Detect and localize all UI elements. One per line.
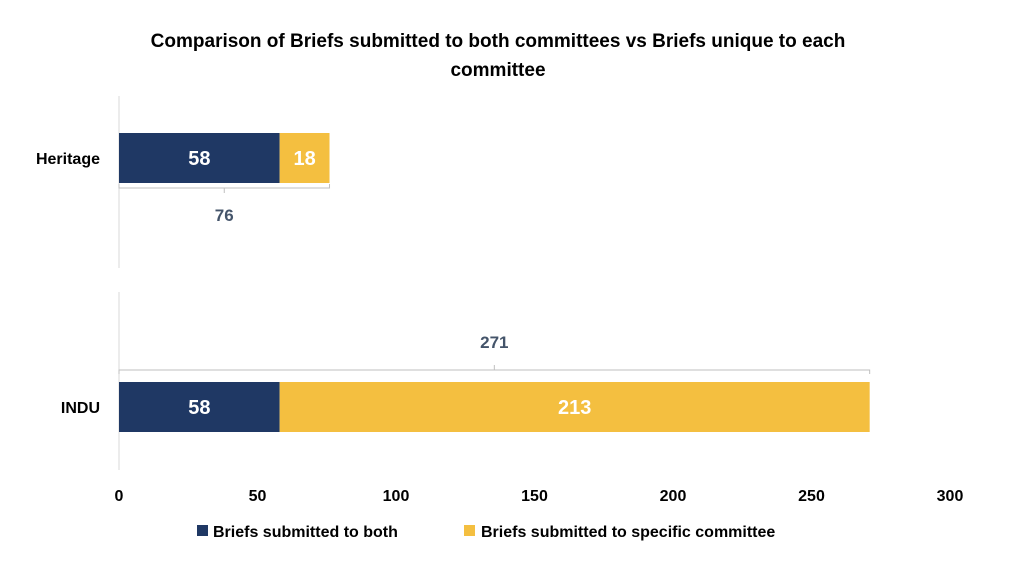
legend-label-both: Briefs submitted to both [213, 524, 398, 541]
bar-value-label-indu-series-0: 58 [188, 397, 210, 419]
bar-value-label-heritage-series-1: 18 [293, 148, 315, 170]
total-label-indu: 271 [480, 333, 508, 352]
x-tick-label: 150 [521, 488, 548, 505]
x-tick-label: 50 [249, 488, 267, 505]
total-label-heritage: 76 [215, 206, 234, 225]
legend: Briefs submitted to both Briefs submitte… [197, 524, 775, 541]
x-tick-label: 100 [383, 488, 410, 505]
legend-swatch-both [197, 525, 208, 536]
category-label-heritage: Heritage [36, 151, 100, 168]
bar-heritage-series-0 [119, 133, 280, 183]
x-tick-label: 250 [798, 488, 825, 505]
bars-layer [117, 133, 870, 432]
x-tick-label: 200 [660, 488, 687, 505]
bar-indu-series-0 [119, 382, 280, 432]
bar-heritage-series-1 [279, 133, 330, 183]
x-tick-label: 300 [937, 488, 964, 505]
labels-layer: Heritage 58 18 76 INDU 58 213 271 [36, 148, 871, 419]
total-bracket-heritage [118, 184, 331, 189]
chart-title-line-2: committee [450, 60, 545, 81]
x-tick-label: 0 [115, 488, 124, 505]
legend-label-specific: Briefs submitted to specific committee [481, 524, 775, 541]
x-axis-ticks: 0 50 100 150 200 250 300 [115, 488, 964, 505]
legend-swatch-specific [464, 525, 475, 536]
category-label-indu: INDU [61, 400, 100, 417]
chart-title-line-1: Comparison of Briefs submitted to both c… [151, 31, 846, 52]
bar-indu-series-1 [279, 382, 870, 432]
bar-value-label-heritage-series-0: 58 [188, 148, 210, 170]
bar-value-label-indu-series-1: 213 [558, 397, 591, 419]
total-bracket-indu [118, 369, 871, 374]
